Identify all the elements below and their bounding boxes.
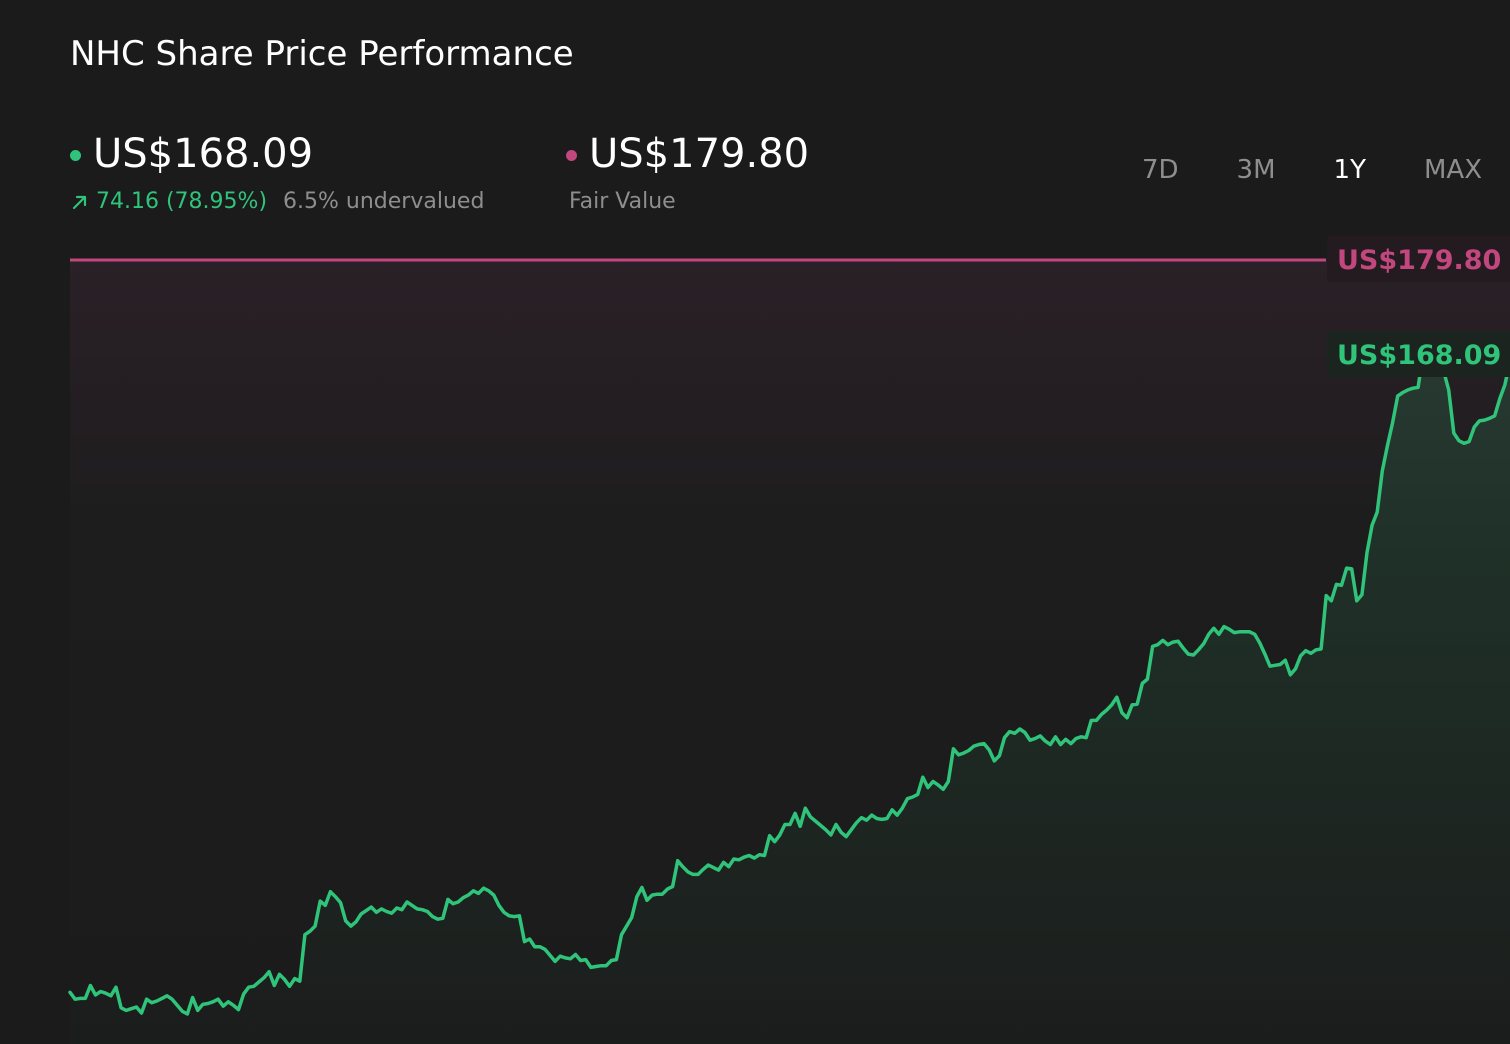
- current-price-block: US$168.09 74.16 (78.95%) 6.5% undervalue…: [70, 130, 484, 216]
- time-range-tabs: 7D 3M 1Y MAX: [1084, 154, 1482, 186]
- page-title: NHC Share Price Performance: [70, 34, 574, 74]
- last-price-tag-label: US$168.09: [1337, 340, 1501, 371]
- fair-value-dot: [566, 149, 577, 161]
- tab-max[interactable]: MAX: [1423, 155, 1482, 185]
- fair-value-price: US$179.80: [589, 131, 810, 177]
- current-price-dot: [70, 149, 81, 161]
- price-change: 74.16 (78.95%): [70, 188, 267, 216]
- valuation-status: 6.5% undervalued: [283, 189, 485, 214]
- fair-value-block: US$179.80 Fair Value: [566, 130, 809, 216]
- last-price-tag: [1327, 331, 1510, 377]
- price-area-fill: [70, 352, 1510, 1044]
- fair-value-tag: [1327, 236, 1510, 282]
- tab-3m[interactable]: 3M: [1236, 155, 1276, 185]
- fair-value-tag-label: US$179.80: [1337, 245, 1501, 276]
- arrow-up-right-icon: [72, 195, 87, 210]
- tab-7d[interactable]: 7D: [1141, 155, 1179, 185]
- current-price: US$168.09: [93, 131, 314, 177]
- price-line: [68, 350, 1510, 1016]
- price-change-value: 74.16 (78.95%): [96, 189, 268, 214]
- tab-1y[interactable]: 1Y: [1333, 155, 1366, 185]
- fair-value-label: Fair Value: [569, 189, 676, 214]
